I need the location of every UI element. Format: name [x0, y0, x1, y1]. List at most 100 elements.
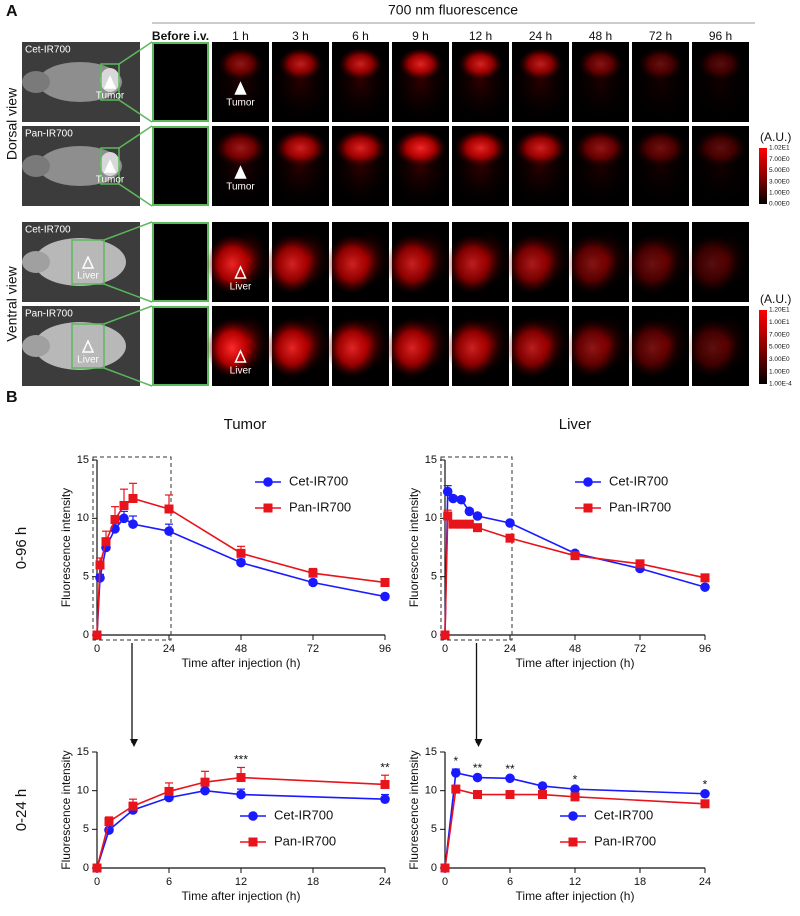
liver-signal — [326, 234, 378, 294]
data-point — [700, 582, 710, 592]
data-point — [236, 773, 246, 783]
data-point — [236, 789, 246, 800]
image-row: Cet-IR700 Liver Liver — [22, 221, 749, 303]
data-point — [456, 494, 467, 505]
data-point — [443, 511, 453, 521]
colorbar-unit: (A.U.) — [760, 292, 791, 306]
y-tick-label: 10 — [77, 512, 89, 524]
colorbar-tick-label: 7.00E0 — [769, 331, 790, 338]
x-tick-label: 72 — [307, 643, 319, 655]
x-tick-label: 6 — [166, 876, 172, 888]
y-tick-label: 5 — [83, 571, 89, 583]
marker-arrow — [81, 255, 95, 269]
y-axis-label: Fluorescence intensity — [59, 488, 73, 607]
data-point — [308, 568, 318, 578]
zoom-box — [71, 323, 105, 369]
liver-signal — [566, 318, 618, 378]
data-point — [164, 526, 174, 536]
data-point — [635, 559, 645, 569]
zoom-connector — [118, 41, 153, 65]
x-tick-label: 6 — [507, 876, 513, 888]
x-tick-label: 48 — [235, 643, 247, 655]
data-point — [380, 591, 390, 602]
data-point — [308, 577, 318, 588]
legend-marker — [248, 811, 258, 821]
marker-arrow — [234, 81, 247, 95]
data-point — [110, 515, 120, 524]
tumor-signal — [278, 48, 323, 80]
colorbar-tick-label: 1.00E0 — [769, 368, 790, 375]
data-point — [464, 506, 475, 517]
colorbar-tick-label: 0.00E0 — [769, 201, 790, 208]
data-point — [440, 630, 450, 640]
marker-arrow — [81, 339, 95, 353]
tumor-signal — [398, 48, 443, 80]
column-header: 3 h — [292, 29, 309, 43]
data-point — [236, 548, 246, 558]
data-point — [473, 790, 482, 800]
y-tick-label: 10 — [425, 512, 437, 524]
x-tick-label: 96 — [699, 643, 711, 655]
column-header: 48 h — [589, 29, 612, 43]
liver-signal — [386, 318, 438, 378]
marker-label: Liver — [77, 355, 99, 366]
data-point — [101, 537, 111, 547]
data-point — [473, 523, 482, 533]
x-tick-label: 12 — [569, 876, 581, 888]
image-row: Pan-IR700 Tumor Tumor — [22, 125, 751, 207]
tumor-signal — [638, 48, 683, 80]
tumor-signal — [518, 48, 563, 80]
column-header: 72 h — [649, 29, 672, 43]
highlight-box — [92, 456, 172, 641]
data-point — [464, 519, 474, 529]
significance-label: ** — [473, 761, 483, 775]
column-header: 6 h — [352, 29, 369, 43]
legend-label: Cet-IR700 — [289, 473, 348, 488]
data-point — [505, 518, 515, 528]
tumor-signal — [454, 130, 507, 166]
marker-arrow — [103, 75, 117, 89]
view-label: Ventral view — [4, 265, 20, 341]
data-point — [104, 817, 114, 827]
colorbar-tick-label: 1.20E1 — [769, 307, 790, 314]
y-tick-label: 5 — [431, 823, 437, 835]
mouse-head — [22, 251, 50, 273]
tumor-signal — [394, 130, 447, 166]
data-point — [164, 786, 174, 796]
data-point — [456, 519, 466, 529]
column-title: Liver — [559, 416, 592, 433]
x-tick-label: 24 — [163, 643, 175, 655]
tumor-signal — [634, 130, 687, 166]
colorbar-unit: (A.U.) — [760, 130, 791, 144]
data-point — [570, 792, 580, 802]
legend-marker — [583, 503, 593, 513]
zoom-box — [71, 239, 105, 285]
data-point — [440, 863, 450, 873]
liver-signal — [206, 234, 258, 294]
liver-signal — [566, 234, 618, 294]
data-point — [700, 573, 710, 583]
data-point — [200, 785, 210, 796]
legend-marker — [568, 811, 578, 821]
x-tick-label: 0 — [94, 643, 100, 655]
colorbar-tick-label: 1.02E1 — [769, 145, 790, 152]
data-point — [119, 513, 129, 524]
tumor-signal — [334, 130, 387, 166]
panel-label: B — [6, 389, 18, 406]
zoom-connector — [103, 221, 153, 241]
x-tick-label: 48 — [569, 643, 581, 655]
mouse-head — [22, 71, 50, 93]
data-point — [236, 557, 246, 568]
significance-label: *** — [234, 753, 248, 767]
liver-signal — [446, 234, 498, 294]
liver-signal — [506, 318, 558, 378]
data-point — [200, 777, 210, 787]
tumor-signal — [274, 130, 327, 166]
chart: 0 5 10 15 0 6 12 18 24 Fluorescence intensity Time… — [407, 746, 711, 903]
colorbar-tick-label: 5.00E0 — [769, 344, 790, 351]
x-axis-label: Time after injection (h) — [516, 889, 635, 903]
legend-marker — [263, 477, 273, 487]
data-point — [538, 790, 547, 800]
liver-signal — [686, 318, 738, 378]
